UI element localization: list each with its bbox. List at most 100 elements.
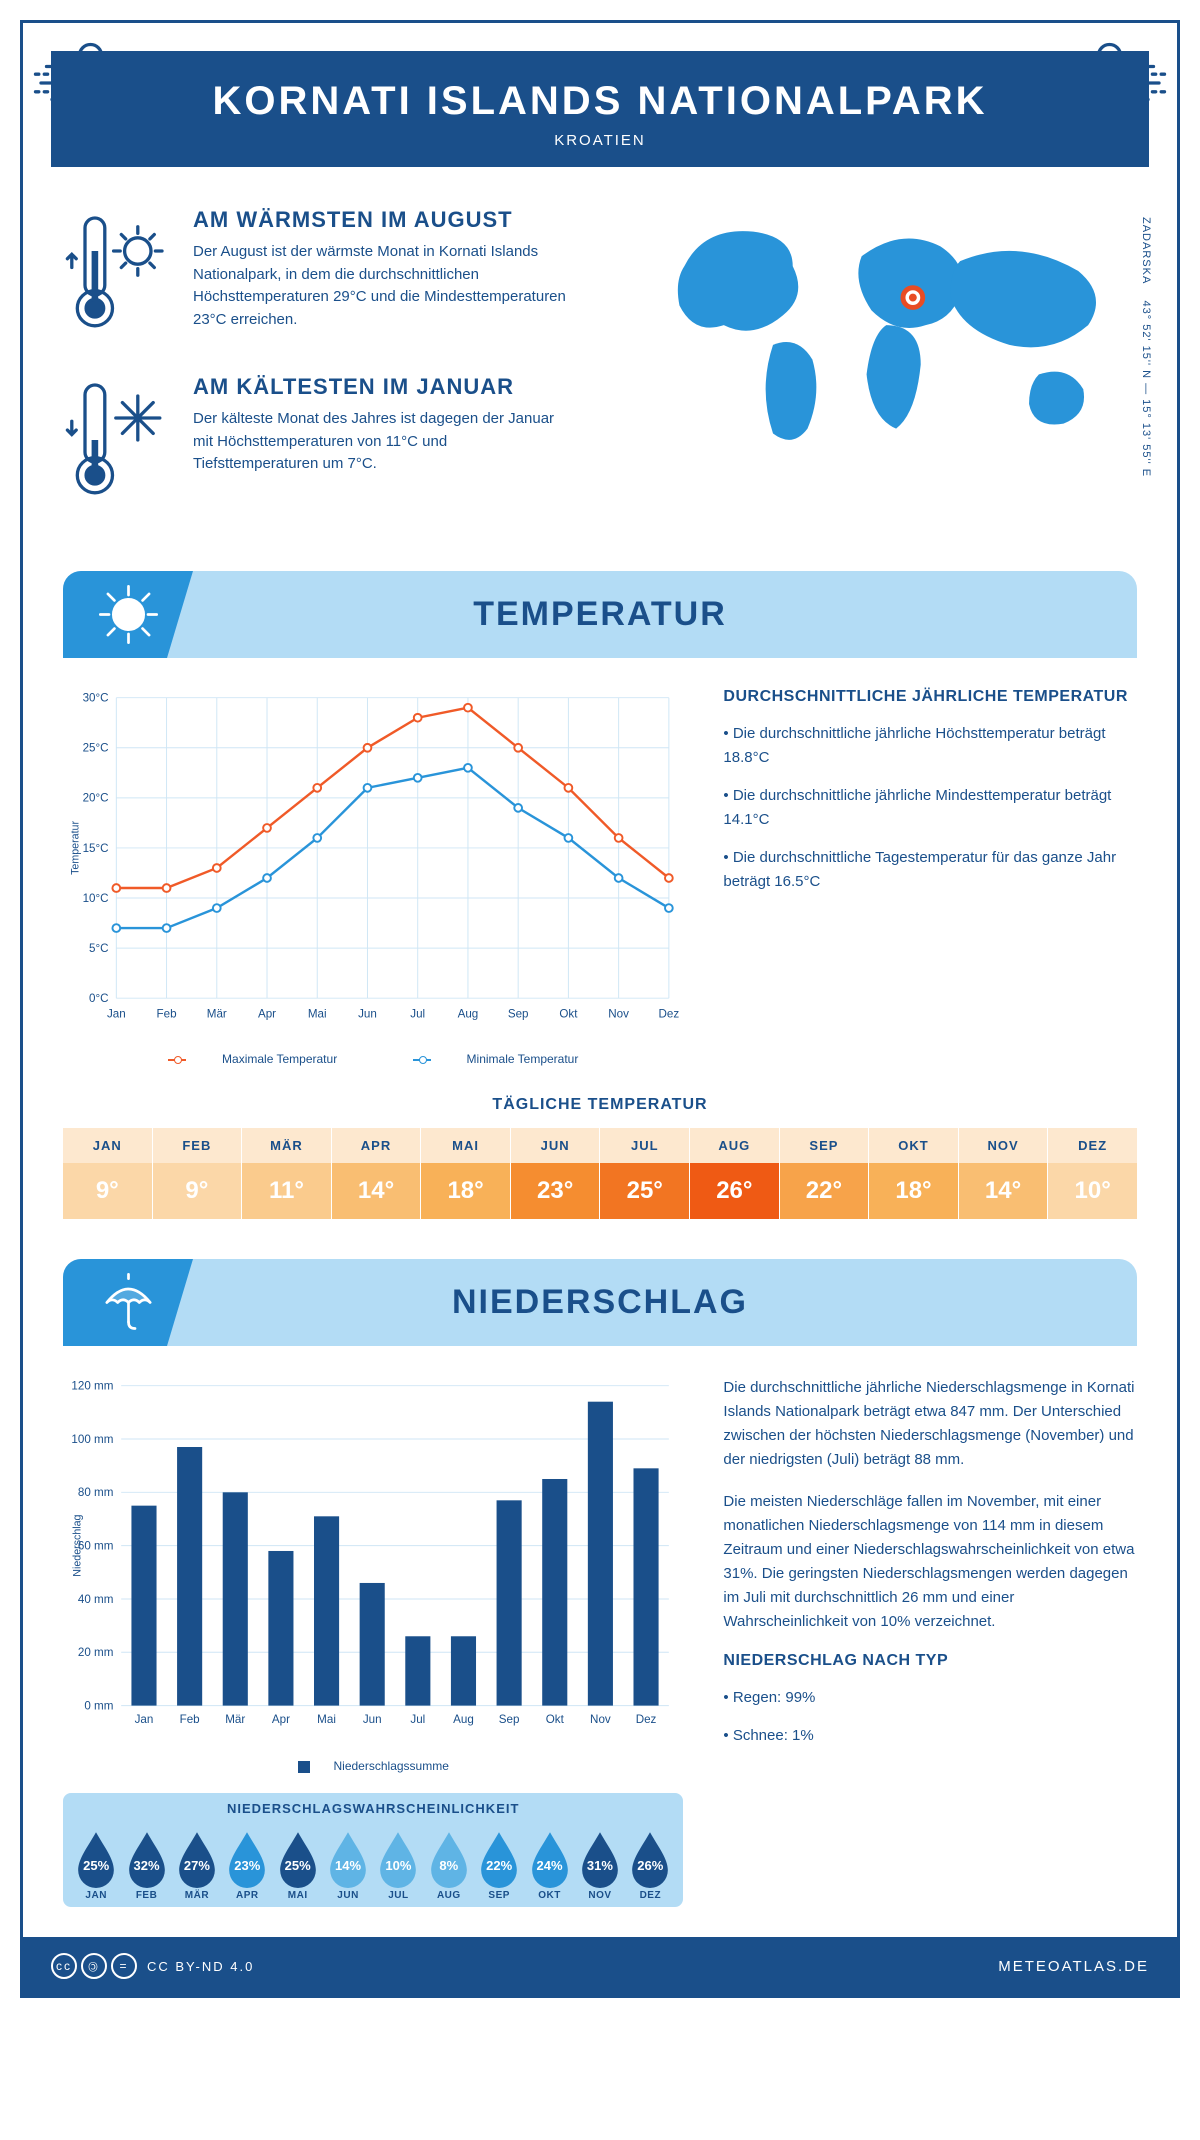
section-header-precipitation: NIEDERSCHLAG <box>63 1259 1137 1346</box>
svg-text:Sep: Sep <box>499 1713 520 1726</box>
svg-text:25°C: 25°C <box>83 742 109 755</box>
svg-text:Jun: Jun <box>358 1008 377 1021</box>
precip-type-heading: NIEDERSCHLAG NACH TYP <box>723 1652 1137 1670</box>
prob-cell: 25% JAN <box>71 1830 121 1901</box>
daily-temp-cell: JUL 25° <box>600 1128 690 1219</box>
umbrella-icon <box>63 1259 193 1346</box>
world-map <box>645 207 1137 463</box>
precipitation-bar-chart: 0 mm20 mm40 mm60 mm80 mm100 mm120 mmJanF… <box>63 1376 683 1744</box>
svg-text:Niederschlag: Niederschlag <box>71 1514 83 1576</box>
precip-paragraph: Die meisten Niederschläge fallen im Nove… <box>723 1490 1137 1634</box>
fact-coldest-title: AM KÄLTESTEN IM JANUAR <box>193 374 573 400</box>
svg-text:5°C: 5°C <box>89 942 109 955</box>
svg-text:Mai: Mai <box>317 1713 336 1726</box>
daily-temp-cell: FEB 9° <box>153 1128 243 1219</box>
precipitation-content: 0 mm20 mm40 mm60 mm80 mm100 mm120 mmJanF… <box>63 1376 1137 1907</box>
thermometer-cold-icon <box>63 374 173 511</box>
temp-text-heading: DURCHSCHNITTLICHE JÄHRLICHE TEMPERATUR <box>723 688 1137 706</box>
svg-text:100 mm: 100 mm <box>71 1433 113 1446</box>
svg-text:20°C: 20°C <box>83 792 109 805</box>
svg-text:Okt: Okt <box>546 1713 565 1726</box>
prob-cell: 32% FEB <box>121 1830 171 1901</box>
prob-cell: 25% MAI <box>273 1830 323 1901</box>
svg-text:120 mm: 120 mm <box>71 1380 113 1393</box>
footer-license: CC BY-ND 4.0 <box>147 1959 254 1974</box>
svg-text:Jul: Jul <box>410 1008 425 1021</box>
temperature-line-chart: 0°C5°C10°C15°C20°C25°C30°CJanFebMärAprMa… <box>63 688 683 1037</box>
svg-text:Nov: Nov <box>590 1713 611 1726</box>
fact-warmest-body: Der August ist der wärmste Monat in Korn… <box>193 241 573 331</box>
svg-text:Dez: Dez <box>659 1008 680 1021</box>
prob-title: NIEDERSCHLAGSWAHRSCHEINLICHKEIT <box>63 1793 683 1824</box>
temperature-legend: Maximale Temperatur Minimale Temperatur <box>63 1052 683 1066</box>
precip-type-bullet: Regen: 99% <box>723 1686 1137 1710</box>
svg-text:Mai: Mai <box>308 1008 327 1021</box>
daily-temp-cell: MAI 18° <box>421 1128 511 1219</box>
svg-text:20 mm: 20 mm <box>78 1646 114 1659</box>
svg-text:Jan: Jan <box>107 1008 126 1021</box>
svg-text:Sep: Sep <box>508 1008 529 1021</box>
page-subtitle: KROATIEN <box>71 132 1129 149</box>
section-title-precipitation: NIEDERSCHLAG <box>83 1283 1117 1322</box>
svg-text:Temperatur: Temperatur <box>70 821 82 875</box>
daily-temp-title: TÄGLICHE TEMPERATUR <box>23 1096 1177 1114</box>
daily-temp-cell: OKT 18° <box>869 1128 959 1219</box>
precip-paragraph: Die durchschnittliche jährliche Niedersc… <box>723 1376 1137 1472</box>
prob-cell: 8% AUG <box>424 1830 474 1901</box>
prob-cell: 22% SEP <box>474 1830 524 1901</box>
svg-text:Feb: Feb <box>157 1008 177 1021</box>
fact-coldest-body: Der kälteste Monat des Jahres ist dagege… <box>193 408 573 476</box>
prob-cell: 31% NOV <box>575 1830 625 1901</box>
precip-type-bullet: Schnee: 1% <box>723 1724 1137 1748</box>
main-container: KORNATI ISLANDS NATIONALPARK KROATIEN <box>20 20 1180 1998</box>
prob-cell: 27% MÄR <box>172 1830 222 1901</box>
daily-temp-cell: SEP 22° <box>780 1128 870 1219</box>
svg-text:Apr: Apr <box>272 1713 290 1726</box>
daily-temp-cell: DEZ 10° <box>1048 1128 1137 1219</box>
svg-text:Jan: Jan <box>135 1713 154 1726</box>
temp-bullet: Die durchschnittliche jährliche Mindestt… <box>723 784 1137 832</box>
prob-cell: 26% DEZ <box>625 1830 675 1901</box>
svg-text:0°C: 0°C <box>89 992 109 1005</box>
svg-text:Mär: Mär <box>225 1713 245 1726</box>
prob-cell: 24% OKT <box>524 1830 574 1901</box>
temp-bullet: Die durchschnittliche jährliche Höchstte… <box>723 722 1137 770</box>
daily-temp-cell: MÄR 11° <box>242 1128 332 1219</box>
prob-cell: 10% JUL <box>373 1830 423 1901</box>
summary-row: AM WÄRMSTEN IM AUGUST Der August ist der… <box>63 207 1137 541</box>
daily-temp-cell: AUG 26° <box>690 1128 780 1219</box>
svg-text:Nov: Nov <box>608 1008 629 1021</box>
svg-text:Feb: Feb <box>180 1713 200 1726</box>
footer-site: METEOATLAS.DE <box>998 1958 1149 1975</box>
svg-text:80 mm: 80 mm <box>78 1486 114 1499</box>
svg-text:Aug: Aug <box>453 1713 474 1726</box>
svg-text:Aug: Aug <box>458 1008 479 1021</box>
svg-text:0 mm: 0 mm <box>84 1699 113 1712</box>
svg-text:10°C: 10°C <box>83 892 109 905</box>
svg-text:Okt: Okt <box>559 1008 578 1021</box>
precipitation-probability-box: NIEDERSCHLAGSWAHRSCHEINLICHKEIT 25% JAN … <box>63 1793 683 1907</box>
svg-text:40 mm: 40 mm <box>78 1593 114 1606</box>
coordinates: ZADARSKA 43° 52' 15'' N — 15° 13' 55'' E <box>1140 217 1152 477</box>
daily-temp-cell: NOV 14° <box>959 1128 1049 1219</box>
fact-warmest-title: AM WÄRMSTEN IM AUGUST <box>193 207 573 233</box>
daily-temp-cell: JAN 9° <box>63 1128 153 1219</box>
prob-cell: 14% JUN <box>323 1830 373 1901</box>
section-title-temperature: TEMPERATUR <box>83 595 1117 634</box>
footer: cc 🄯 = CC BY-ND 4.0 METEOATLAS.DE <box>23 1937 1177 1995</box>
cc-icons: cc 🄯 = <box>51 1953 137 1979</box>
svg-text:Dez: Dez <box>636 1713 657 1726</box>
prob-cell: 23% APR <box>222 1830 272 1901</box>
fact-warmest: AM WÄRMSTEN IM AUGUST Der August ist der… <box>63 207 605 344</box>
temperature-content: 0°C5°C10°C15°C20°C25°C30°CJanFebMärAprMa… <box>63 688 1137 1066</box>
svg-text:Apr: Apr <box>258 1008 276 1021</box>
section-header-temperature: TEMPERATUR <box>63 571 1137 658</box>
title-band: KORNATI ISLANDS NATIONALPARK KROATIEN <box>51 51 1149 167</box>
daily-temp-cell: JUN 23° <box>511 1128 601 1219</box>
svg-text:Mär: Mär <box>207 1008 227 1021</box>
daily-temp-cell: APR 14° <box>332 1128 422 1219</box>
svg-text:Jun: Jun <box>363 1713 382 1726</box>
sun-icon <box>63 571 193 658</box>
daily-temp-strip: JAN 9°FEB 9°MÄR 11°APR 14°MAI 18°JUN 23°… <box>63 1128 1137 1219</box>
temp-bullet: Die durchschnittliche Tagestemperatur fü… <box>723 846 1137 894</box>
